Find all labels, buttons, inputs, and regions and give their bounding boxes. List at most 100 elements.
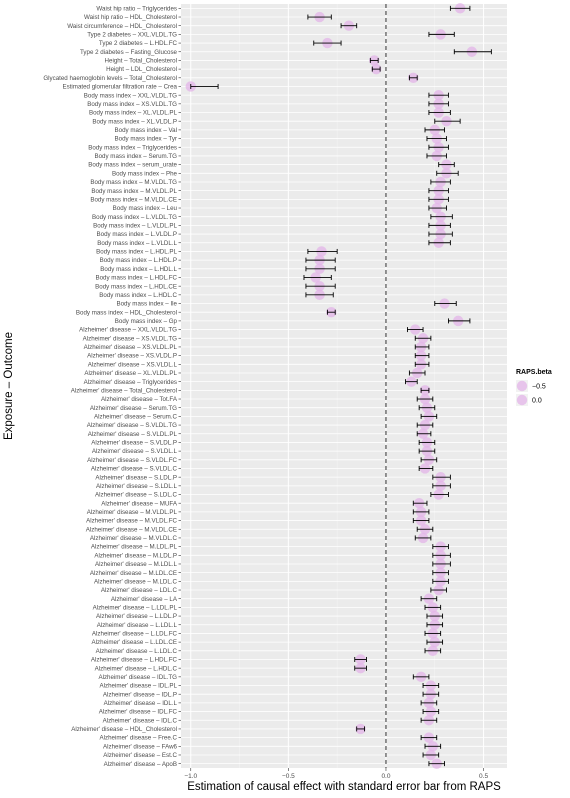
y-tick-label: Alzheimer' disease – HDL_Cholesterol	[71, 726, 177, 733]
y-tick-label: Body mass index – L.VLDL.P	[97, 231, 177, 238]
y-tick-label: Body mass index – Serum.TG	[94, 153, 177, 160]
y-tick-label: Alzheimer' disease – XL.VLDL.PL	[84, 370, 177, 377]
y-tick-label: Alzheimer' disease – M.LDL.CE	[90, 570, 177, 577]
y-tick-label: Body mass index – XXL.VLDL.TG	[84, 92, 177, 99]
y-tick-label: Alzheimer' disease – S.VLDL.L	[92, 448, 178, 455]
y-tick-label: Alzheimer' disease – Triglycerides	[84, 379, 177, 386]
y-tick-label: Body mass index – L.VLDL.TG	[92, 214, 177, 221]
y-tick-label: Body mass index – Phe	[112, 170, 178, 177]
y-tick-label: Alzheimer' disease – M.LDL.PL	[91, 544, 178, 551]
y-tick-label: Body mass index – XL.VLDL.P	[92, 118, 177, 125]
y-tick-label: Alzheimer' disease – L.LDL.CE	[92, 639, 177, 646]
legend-label: −0.5	[532, 384, 546, 391]
y-tick-label: Type 2 diabetes – XXL.VLDL.TG	[87, 31, 177, 38]
y-tick-label: Body mass index – Gp	[115, 318, 178, 325]
y-tick-label: Alzheimer' disease – IDL.TG	[98, 674, 177, 681]
y-tick-label: Body mass index – Triglycerides	[88, 144, 177, 151]
y-tick-label: Alzheimer' disease – Serum.TG	[90, 405, 177, 412]
y-tick-label: Alzheimer' disease – XS.VLDL.P	[87, 353, 177, 360]
y-tick-label: Alzheimer' disease – MUFA	[101, 500, 178, 507]
y-tick-label: Type 2 diabetes – Fasting_Glucose	[80, 49, 178, 56]
y-tick-label: Alzheimer' disease – M.LDL.P	[94, 552, 177, 559]
y-tick-label: Alzheimer' disease – Est.C	[103, 752, 177, 759]
y-tick-label: Alzheimer' disease – M.VLDL.C	[90, 535, 178, 542]
y-tick-label: Estimated glomerular filtration rate – C…	[62, 84, 177, 91]
y-tick-label: Body mass index – M.VLDL.TG	[90, 179, 177, 186]
x-tick-label: −1.0	[184, 773, 197, 780]
y-tick-label: Body mass index – L.VLDL.L	[97, 240, 177, 247]
y-tick-label: Alzheimer' disease – L.LDL.PL	[93, 604, 178, 611]
plot-panel	[181, 4, 507, 768]
y-tick-label: Body mass index – Val	[115, 127, 177, 134]
y-tick-label: Alzheimer' disease – M.VLDL.CE	[86, 526, 177, 533]
y-tick-label: Alzheimer' disease – L.LDL.FC	[92, 631, 178, 638]
y-tick-label: Alzheimer' disease – S.LDL.C	[95, 492, 178, 499]
y-tick-label: Body mass index – L.VLDL.PL	[93, 222, 177, 229]
y-tick-label: Body mass index – Leu	[113, 205, 178, 212]
x-tick-label: 0.0	[381, 773, 390, 780]
legend: RAPS.beta −0.5 0.0	[516, 369, 552, 406]
y-tick-label: Alzheimer' disease – IDL.C	[103, 717, 178, 724]
y-tick-label: Body mass index – L.HDL.P	[100, 257, 177, 264]
y-tick-label: Body mass index – HDL_Cholesterol	[76, 309, 177, 316]
y-tick-label: Body mass index – M.VLDL.CE	[90, 196, 177, 203]
y-tick-label: Glycated haemoglobin levels – Total_Chol…	[43, 75, 177, 82]
y-tick-label: Alzheimer' disease – M.VLDL.PL	[87, 509, 178, 516]
y-tick-label: Waist circumference – HDL_Cholesterol	[67, 23, 177, 30]
y-tick-label: Alzheimer' disease – L.HDL.FC	[91, 657, 178, 664]
y-tick-label: Alzheimer' disease – FAw6	[103, 743, 178, 750]
y-tick-label: Body mass index – M.VLDL.PL	[91, 188, 177, 195]
y-tick-label: Alzheimer' disease – S.VLDL.P	[91, 440, 177, 447]
y-tick-label: Type 2 diabetes – L.HDL.FC	[99, 40, 178, 47]
y-tick-label: Alzheimer' disease – LA	[111, 596, 178, 603]
y-tick-label: Height – LDL_Cholesterol	[106, 66, 177, 73]
y-tick-label: Body mass index – L.HDL.L	[100, 266, 177, 273]
y-tick-label: Alzheimer' disease – S.LDL.L	[96, 483, 178, 490]
y-tick-label: Alzheimer' disease – XS.VLDL.L	[88, 361, 178, 368]
legend-symbol	[516, 394, 528, 406]
y-tick-label: Waist hip ratio – HDL_Cholesterol	[84, 14, 177, 21]
y-tick-label: Waist hip ratio – Triglycerides	[96, 5, 177, 12]
x-axis-title: Estimation of causal effect with standar…	[187, 781, 501, 793]
y-tick-label: Body mass index – L.HDL.CE	[95, 283, 177, 290]
y-tick-label: Alzheimer' disease – IDL.P	[103, 691, 177, 698]
y-tick-label: Body mass index – L.HDL.PL	[96, 249, 177, 256]
y-tick-label: Alzheimer' disease – XXL.VLDL.TG	[79, 327, 177, 334]
y-tick-label: Alzheimer' disease – IDL.PL	[99, 683, 177, 690]
y-tick-label: Alzheimer' disease – Tot.FA	[101, 396, 178, 403]
x-tick-label: −0.5	[282, 773, 295, 780]
y-tick-label: Alzheimer' disease – Total_Cholesterol	[71, 387, 177, 394]
legend-title: RAPS.beta	[516, 369, 552, 376]
y-tick-label: Body mass index – Tyr	[115, 136, 177, 143]
y-tick-label: Alzheimer' disease – IDL.FC	[99, 709, 178, 716]
y-tick-label: Height – Total_Cholesterol	[105, 58, 177, 65]
y-tick-label: Alzheimer' disease – S.VLDL.C	[91, 466, 178, 473]
y-tick-label: Body mass index – Ile	[116, 301, 177, 308]
y-tick-label: Alzheimer' disease – S.VLDL.TG	[87, 422, 177, 429]
y-tick-label: Body mass index – L.HDL.C	[99, 292, 177, 299]
y-axis-title: Exposure – Outcome	[3, 332, 15, 440]
y-tick-label: Alzheimer' disease – S.VLDL.PL	[88, 431, 178, 438]
y-tick-label: Alzheimer' disease – IDL.L	[104, 700, 178, 707]
y-tick-label: Body mass index – XS.VLDL.TG	[87, 101, 177, 108]
y-tick-label: Alzheimer' disease – Serum.C	[94, 413, 178, 420]
y-tick-label: Body mass index – serum_urate	[88, 162, 177, 169]
y-tick-label: Alzheimer' disease – XS.VLDL.TG	[83, 335, 178, 342]
y-tick-label: Alzheimer' disease – L.HDL.C	[95, 665, 178, 672]
y-tick-label: Alzheimer' disease – M.LDL.C	[94, 578, 178, 585]
y-tick-label: Body mass index – L.HDL.FC	[95, 275, 177, 282]
y-tick-label: Alzheimer' disease – M.LDL.L	[95, 561, 178, 568]
y-tick-label: Alzheimer' disease – L.LDL.C	[96, 648, 178, 655]
y-tick-label: Alzheimer' disease – S.VLDL.FC	[87, 457, 177, 464]
y-tick-label: Alzheimer' disease – S.LDL.P	[95, 474, 177, 481]
y-tick-label: Alzheimer' disease – LDL.C	[101, 587, 178, 594]
y-tick-label: Alzheimer' disease – ApoB	[104, 761, 177, 768]
y-tick-label: Alzheimer' disease – L.LDL.L	[97, 622, 178, 629]
y-tick-label: Alzheimer' disease – L.LDL.P	[96, 613, 177, 620]
y-tick-label: Alzheimer' disease – M.VLDL.FC	[86, 518, 177, 525]
y-tick-label: Body mass index – XL.VLDL.PL	[89, 110, 178, 117]
x-tick-label: 0.5	[479, 773, 488, 780]
y-tick-label: Alzheimer' disease – XS.VLDL.PL	[84, 344, 178, 351]
legend-symbol	[516, 380, 528, 392]
